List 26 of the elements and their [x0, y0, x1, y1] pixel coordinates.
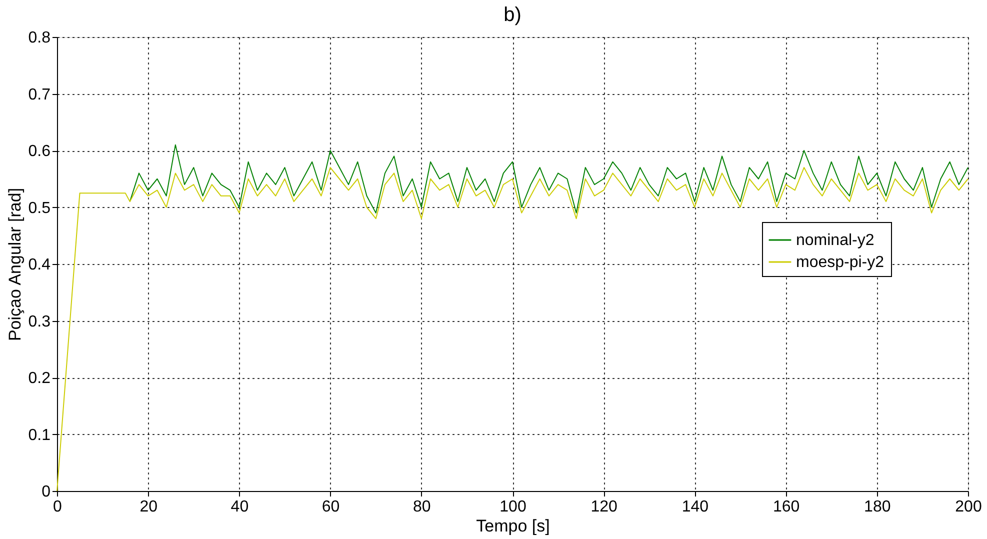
x-tick-label: 180 [864, 498, 891, 516]
y-axis-title: Poiçao Angular [rad] [5, 188, 24, 342]
x-tick-label: 120 [590, 498, 618, 516]
x-tick-label: 100 [500, 498, 526, 516]
x-tick-label: 0 [53, 498, 62, 516]
x-tick-label: 80 [413, 498, 431, 516]
x-tick-label: 20 [140, 498, 158, 516]
y-tick-label: 0.5 [28, 200, 51, 217]
chart-title: b) [504, 4, 522, 26]
y-tick-label: 0.3 [28, 313, 51, 330]
x-tick-label: 140 [682, 498, 709, 516]
y-tick-label: 0.7 [28, 86, 51, 104]
y-tick-label: 0.6 [28, 143, 51, 160]
y-tick-label: 0.1 [28, 426, 51, 444]
line-series [129, 144, 968, 214]
x-tick-label: 40 [230, 498, 249, 516]
x-axis-title: Tempo [s] [476, 516, 550, 536]
x-tick-label: 60 [322, 498, 340, 516]
y-tick-label: 0.2 [28, 370, 51, 387]
y-tick-label: 0.8 [28, 30, 51, 46]
legend-label: moesp-pi-y2 [796, 254, 884, 271]
legend-label: nominal-y2 [796, 232, 874, 249]
y-tick-label: 0 [42, 484, 51, 500]
x-tick-label: 160 [772, 498, 800, 516]
x-tick-label: 200 [955, 498, 982, 516]
y-tick-label: 0.4 [28, 256, 51, 274]
